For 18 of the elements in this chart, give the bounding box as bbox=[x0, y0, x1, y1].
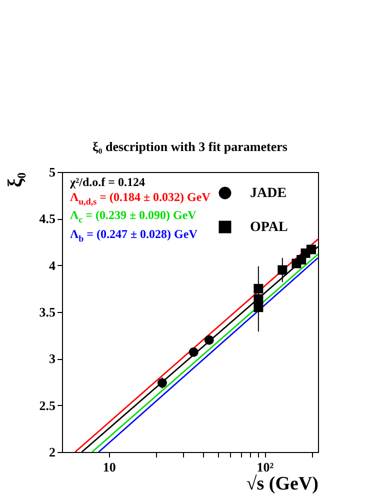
x-axis-title: √s (GeV) bbox=[246, 474, 318, 494]
y-tick-label: 5 bbox=[49, 164, 56, 180]
x-tick-label: 10² bbox=[256, 460, 274, 474]
y-tick-label: 4 bbox=[49, 258, 56, 273]
legend-label: OPAL bbox=[250, 220, 288, 235]
x-tick-label: 10 bbox=[102, 460, 116, 474]
y-tick-label: 4.5 bbox=[39, 211, 56, 226]
y-tick-label: 3.5 bbox=[39, 304, 56, 320]
y-axis-title: ξ₀ bbox=[4, 172, 26, 188]
y-tick-label: 2 bbox=[49, 444, 56, 460]
legend-label: JADE bbox=[250, 186, 287, 201]
y-tick-label: 3 bbox=[49, 351, 56, 366]
text: Λ$_{c}$ = (0.239 ± 0.090) GeV bbox=[70, 208, 198, 227]
y-tick-label: 2.5 bbox=[39, 398, 56, 413]
text: Λ$_{u,d,s}$ = (0.184 ± 0.032) GeV bbox=[70, 190, 210, 208]
chart-title: ξ₀ description with 3 fit parameters bbox=[92, 139, 288, 154]
annotation: χ²/d.o.f = 0.124 bbox=[70, 175, 146, 190]
text: Λ$_{b}$ = (0.247 ± 0.028) GeV bbox=[70, 227, 198, 246]
